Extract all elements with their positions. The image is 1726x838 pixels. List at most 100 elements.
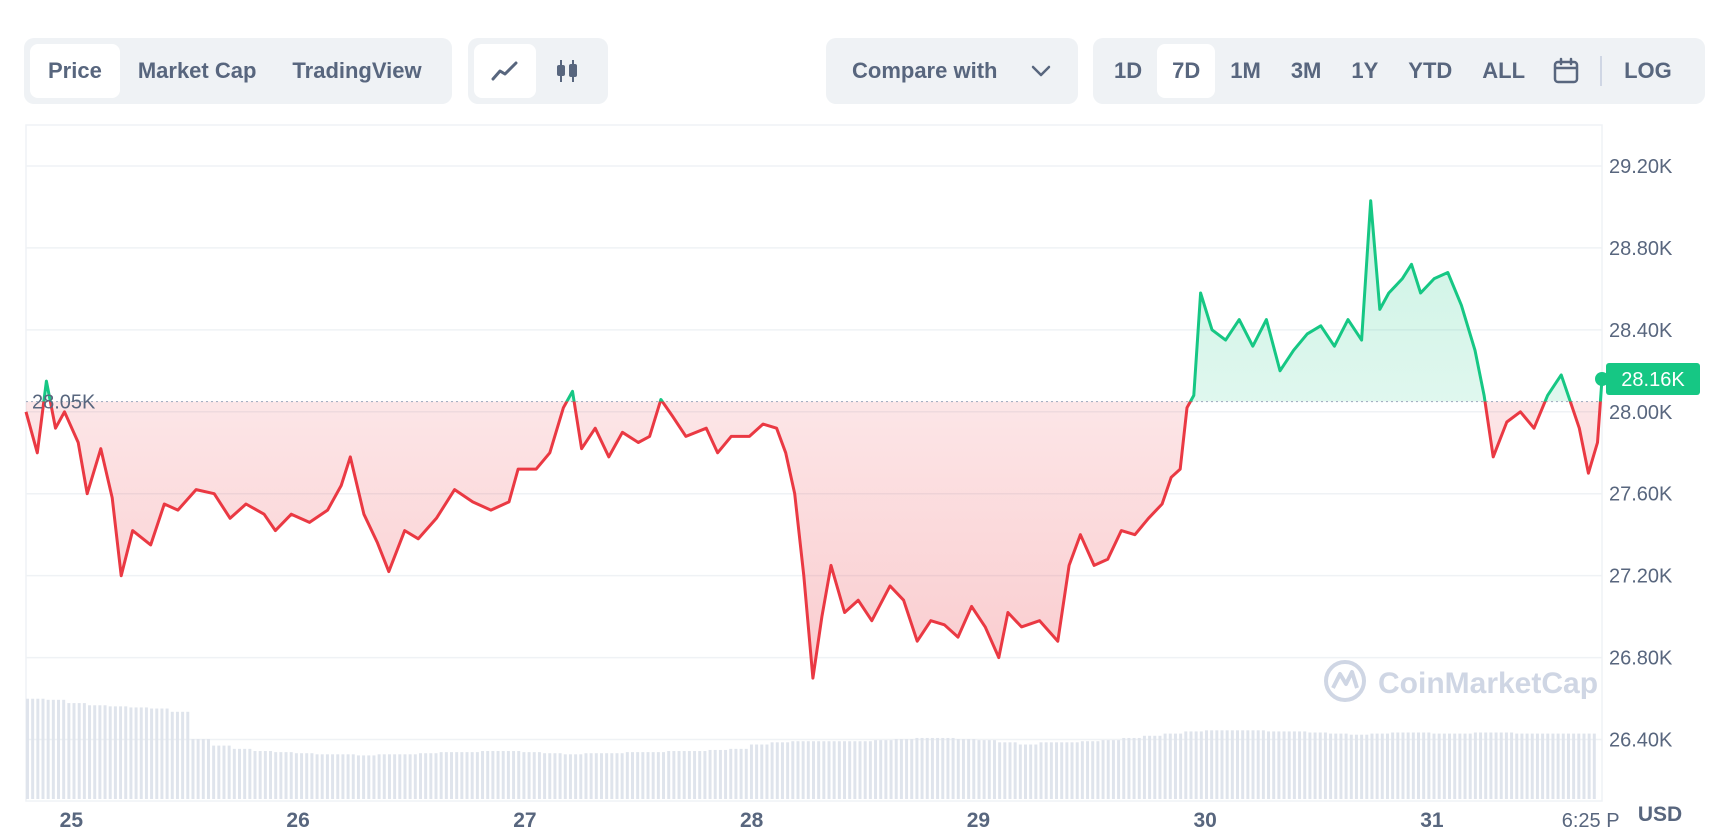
volume-bar	[67, 703, 71, 799]
volume-bar	[765, 744, 769, 799]
volume-bar	[212, 745, 216, 799]
volume-bar	[801, 741, 805, 799]
volume-bar	[1391, 732, 1395, 799]
volume-bar	[1375, 733, 1379, 799]
chart-type-tradingview[interactable]: TradingView	[292, 58, 422, 83]
x-tick-label: 29	[967, 809, 990, 832]
log-scale-button[interactable]: LOG	[1624, 58, 1672, 83]
volume-bar	[1199, 731, 1203, 799]
volume-bar	[703, 751, 707, 799]
volume-bar	[31, 698, 35, 799]
volume-bar	[1220, 730, 1224, 799]
range-3m[interactable]: 3M	[1290, 58, 1322, 83]
volume-bar	[1432, 733, 1436, 799]
volume-bar	[62, 699, 66, 799]
range-1d[interactable]: 1D	[1114, 58, 1143, 83]
volume-bar	[217, 745, 221, 799]
volume-bar	[450, 752, 453, 799]
volume-bar	[946, 737, 950, 799]
price-line-up	[42, 199, 1604, 402]
volume-bar	[713, 749, 717, 799]
current-price-label: 28.16K	[1621, 369, 1685, 391]
volume-bar	[775, 742, 779, 799]
volume-bar	[817, 741, 821, 799]
chart-type-price[interactable]: Price	[30, 44, 120, 98]
volume-bar	[160, 708, 164, 799]
volume-bar	[1442, 733, 1446, 799]
volume-bar	[951, 737, 955, 799]
volume-bar	[574, 754, 578, 799]
volume-bar	[1308, 732, 1312, 799]
volume-bar	[899, 739, 903, 799]
volume-bar	[992, 740, 996, 799]
volume-bar	[51, 699, 55, 799]
volume-bar	[1354, 734, 1358, 799]
volume-bar	[1592, 733, 1596, 799]
volume-bar	[1380, 733, 1384, 799]
volume-bar	[786, 742, 790, 799]
volume-bar	[780, 742, 784, 799]
volume-bar	[1298, 731, 1302, 799]
volume-bar	[910, 739, 914, 799]
current-price-dot	[1595, 372, 1609, 387]
volume-bar	[1075, 742, 1079, 799]
volume-bar	[563, 754, 567, 799]
volume-bar	[599, 753, 603, 799]
date-picker-button[interactable]	[1540, 44, 1592, 98]
volume-bar	[336, 754, 340, 799]
volume-bar	[1091, 741, 1095, 799]
range-ytd[interactable]: YTD	[1408, 58, 1453, 83]
volume-bar	[1582, 733, 1586, 799]
volume-bar	[429, 753, 433, 799]
range-1y[interactable]: 1Y	[1351, 58, 1379, 83]
volume-bar	[372, 755, 376, 799]
chart-type-toggle: Price Market Cap TradingView	[24, 38, 452, 104]
volume-bar	[1018, 744, 1022, 799]
volume-bar	[584, 753, 588, 799]
volume-bar	[791, 741, 795, 799]
volume-bar	[1525, 733, 1529, 799]
volume-bar	[1349, 734, 1353, 799]
volume-bar	[874, 740, 878, 799]
range-1m[interactable]: 1M	[1230, 58, 1261, 83]
range-7d[interactable]: 7D	[1157, 44, 1216, 98]
volume-bar	[698, 751, 702, 799]
volume-bar	[1101, 740, 1105, 799]
price-area-down	[26, 401, 1601, 679]
volume-bar	[41, 698, 45, 799]
volume-bar	[527, 752, 531, 799]
x-tick-label: 26	[286, 809, 309, 832]
volume-bar	[1494, 732, 1498, 799]
volume-bar	[1318, 732, 1322, 799]
volume-bar	[1205, 730, 1208, 799]
volume-bar	[1122, 737, 1126, 799]
volume-bar	[424, 753, 428, 799]
volume-bar	[543, 753, 547, 799]
volume-bar	[1504, 732, 1508, 799]
volume-bar	[506, 751, 510, 799]
volume-bar	[289, 752, 293, 799]
volume-bar	[620, 753, 624, 799]
volume-bar	[1173, 733, 1177, 799]
volume-bar	[460, 752, 464, 799]
volume-bar	[1489, 732, 1493, 799]
volume-bar	[1111, 740, 1115, 799]
volume-bar	[1055, 742, 1059, 799]
volume-bar	[1003, 742, 1007, 799]
volume-bar	[512, 751, 516, 799]
volume-bar	[1158, 735, 1162, 799]
line-chart-button[interactable]	[474, 44, 536, 98]
currency-label: USD	[1638, 803, 1682, 826]
range-all[interactable]: ALL	[1482, 58, 1526, 83]
candlestick-button[interactable]	[536, 44, 598, 98]
volume-bar	[475, 752, 479, 799]
volume-bar	[682, 751, 686, 799]
chart-type-market-cap[interactable]: Market Cap	[137, 58, 257, 83]
volume-bar	[165, 708, 169, 799]
volume-bar	[1541, 733, 1545, 799]
compare-dropdown[interactable]: Compare with	[826, 38, 1078, 104]
line-chart-icon	[491, 61, 518, 81]
volume-bar	[579, 754, 583, 799]
volume-bar	[253, 751, 257, 799]
